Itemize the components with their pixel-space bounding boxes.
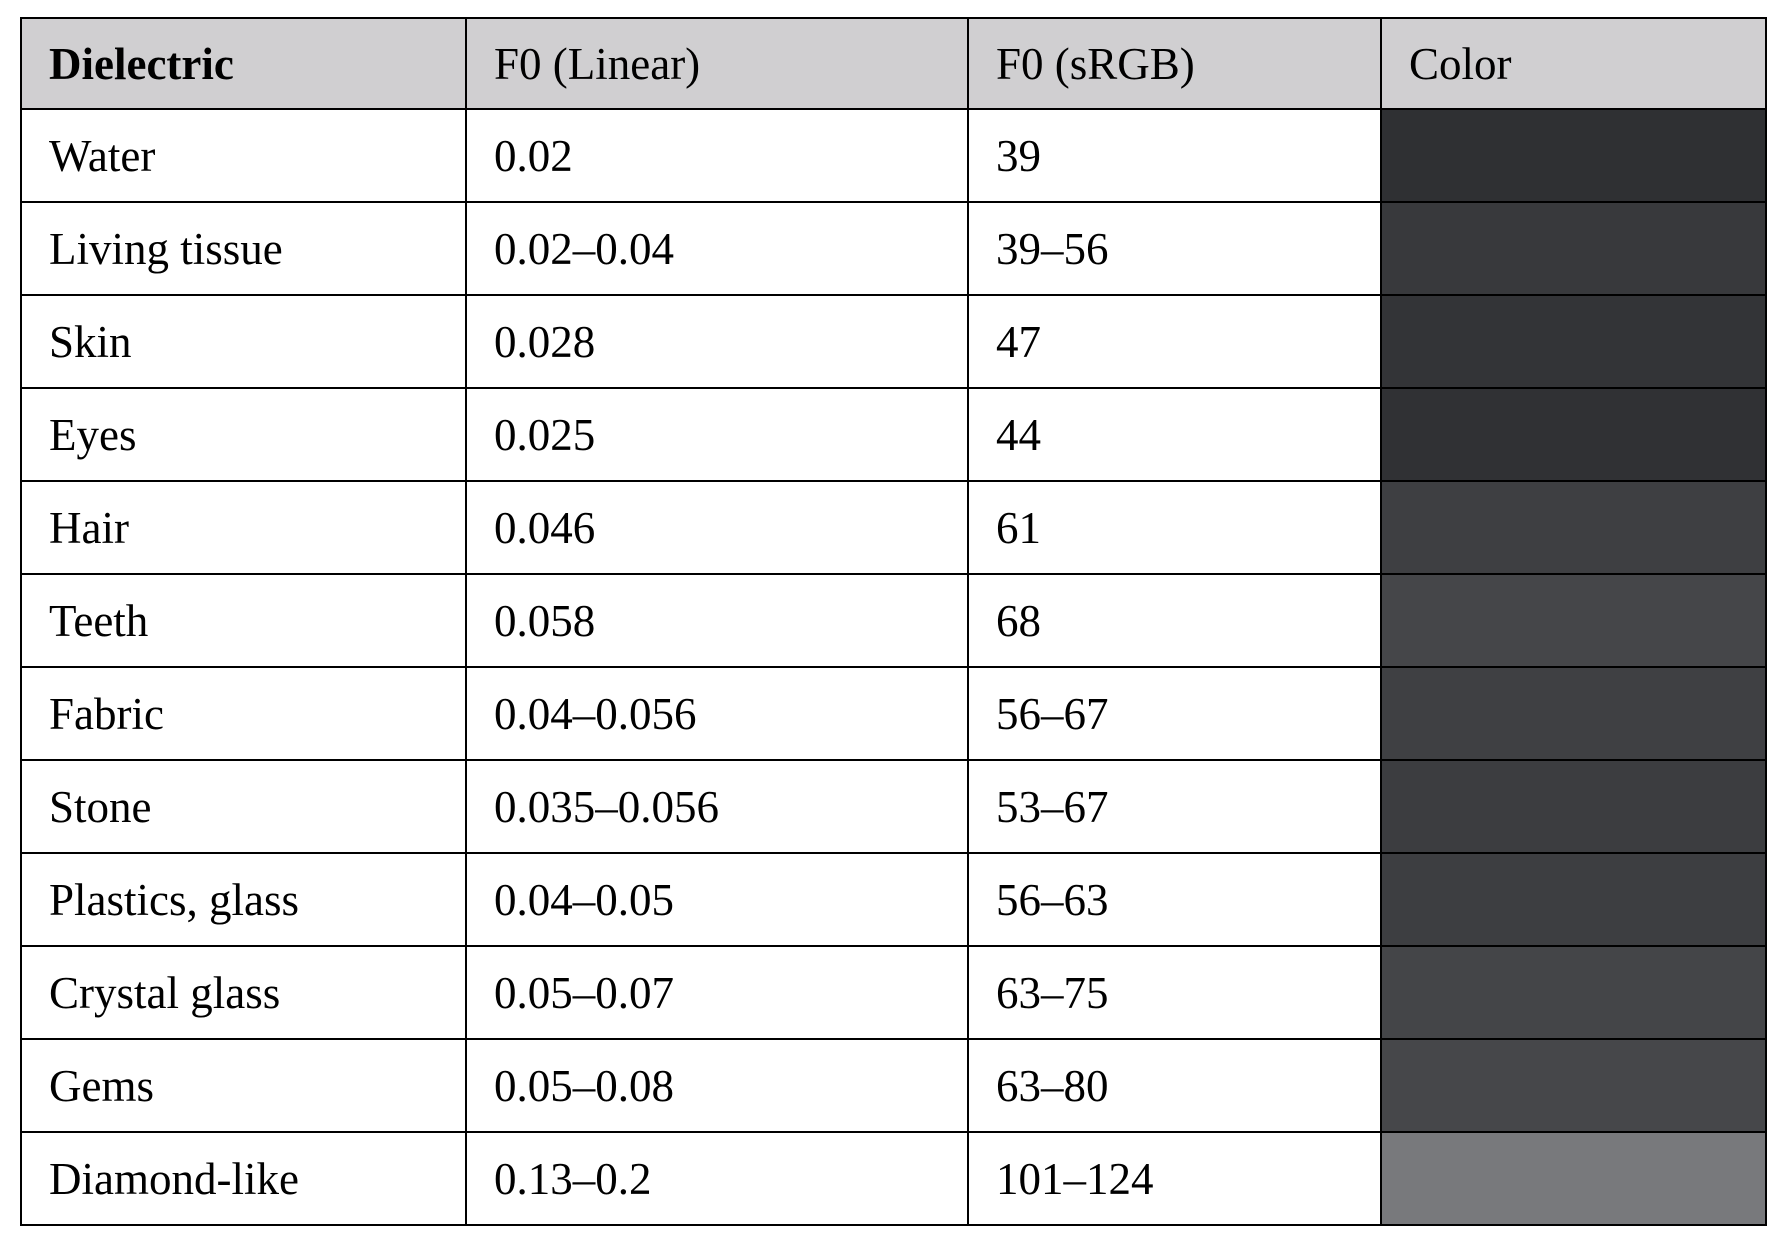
table-cell: Fabric xyxy=(20,666,467,761)
table-cell: 39 xyxy=(967,108,1382,203)
table-cell: Teeth xyxy=(20,573,467,668)
table-cell: 0.13–0.2 xyxy=(465,1131,969,1226)
table-row: Gems 0.05–0.08 63–80 xyxy=(20,1038,1767,1133)
table-cell: Hair xyxy=(20,480,467,575)
color-swatch xyxy=(1380,666,1767,761)
table-cell: 47 xyxy=(967,294,1382,389)
table-cell: 0.028 xyxy=(465,294,969,389)
table-cell: 63–75 xyxy=(967,945,1382,1040)
color-swatch xyxy=(1380,573,1767,668)
color-swatch xyxy=(1380,759,1767,854)
table-cell: 101–124 xyxy=(967,1131,1382,1226)
table-cell: 0.04–0.05 xyxy=(465,852,969,947)
table-cell: Gems xyxy=(20,1038,467,1133)
table-row: Eyes 0.025 44 xyxy=(20,387,1767,482)
color-swatch xyxy=(1380,480,1767,575)
color-swatch xyxy=(1380,852,1767,947)
table-cell: Eyes xyxy=(20,387,467,482)
table-cell: 39–56 xyxy=(967,201,1382,296)
table-cell: 61 xyxy=(967,480,1382,575)
table-cell: 0.046 xyxy=(465,480,969,575)
table-row: Living tissue 0.02–0.04 39–56 xyxy=(20,201,1767,296)
table-row: Crystal glass 0.05–0.07 63–75 xyxy=(20,945,1767,1040)
table-cell: Diamond-like xyxy=(20,1131,467,1226)
header-cell: F0 (Linear) xyxy=(465,17,969,110)
table-cell: 63–80 xyxy=(967,1038,1382,1133)
color-swatch xyxy=(1380,294,1767,389)
table-cell: 0.05–0.08 xyxy=(465,1038,969,1133)
table-cell: 0.035–0.056 xyxy=(465,759,969,854)
table-cell: 0.05–0.07 xyxy=(465,945,969,1040)
color-swatch xyxy=(1380,387,1767,482)
table-row: Teeth 0.058 68 xyxy=(20,573,1767,668)
table-cell: Stone xyxy=(20,759,467,854)
table-row: Hair 0.046 61 xyxy=(20,480,1767,575)
table-cell: Plastics, glass xyxy=(20,852,467,947)
table-cell: 44 xyxy=(967,387,1382,482)
color-swatch xyxy=(1380,945,1767,1040)
table-cell: 0.04–0.056 xyxy=(465,666,969,761)
table-cell: 68 xyxy=(967,573,1382,668)
table-cell: 0.025 xyxy=(465,387,969,482)
table-cell: Crystal glass xyxy=(20,945,467,1040)
table-cell: 56–67 xyxy=(967,666,1382,761)
table-row: Stone 0.035–0.056 53–67 xyxy=(20,759,1767,854)
table-cell: Water xyxy=(20,108,467,203)
table-row: Skin 0.028 47 xyxy=(20,294,1767,389)
table-cell: 0.02 xyxy=(465,108,969,203)
header-row: Dielectric F0 (Linear) F0 (sRGB) Color xyxy=(20,17,1767,110)
table-row: Water 0.02 39 xyxy=(20,108,1767,203)
table-cell: 0.058 xyxy=(465,573,969,668)
table-cell: 0.02–0.04 xyxy=(465,201,969,296)
color-swatch xyxy=(1380,201,1767,296)
header-cell: Color xyxy=(1380,17,1767,110)
table-cell: Skin xyxy=(20,294,467,389)
table-row: Plastics, glass 0.04–0.05 56–63 xyxy=(20,852,1767,947)
header-cell: Dielectric xyxy=(20,17,467,110)
header-cell: F0 (sRGB) xyxy=(967,17,1382,110)
color-swatch xyxy=(1380,108,1767,203)
table-cell: 56–63 xyxy=(967,852,1382,947)
table-cell: Living tissue xyxy=(20,201,467,296)
dielectric-table: Dielectric F0 (Linear) F0 (sRGB) Color Wate… xyxy=(20,17,1767,1226)
color-swatch xyxy=(1380,1131,1767,1226)
table-row: Diamond-like 0.13–0.2 101–124 xyxy=(20,1131,1767,1226)
color-swatch xyxy=(1380,1038,1767,1133)
table-cell: 53–67 xyxy=(967,759,1382,854)
table-row: Fabric 0.04–0.056 56–67 xyxy=(20,666,1767,761)
